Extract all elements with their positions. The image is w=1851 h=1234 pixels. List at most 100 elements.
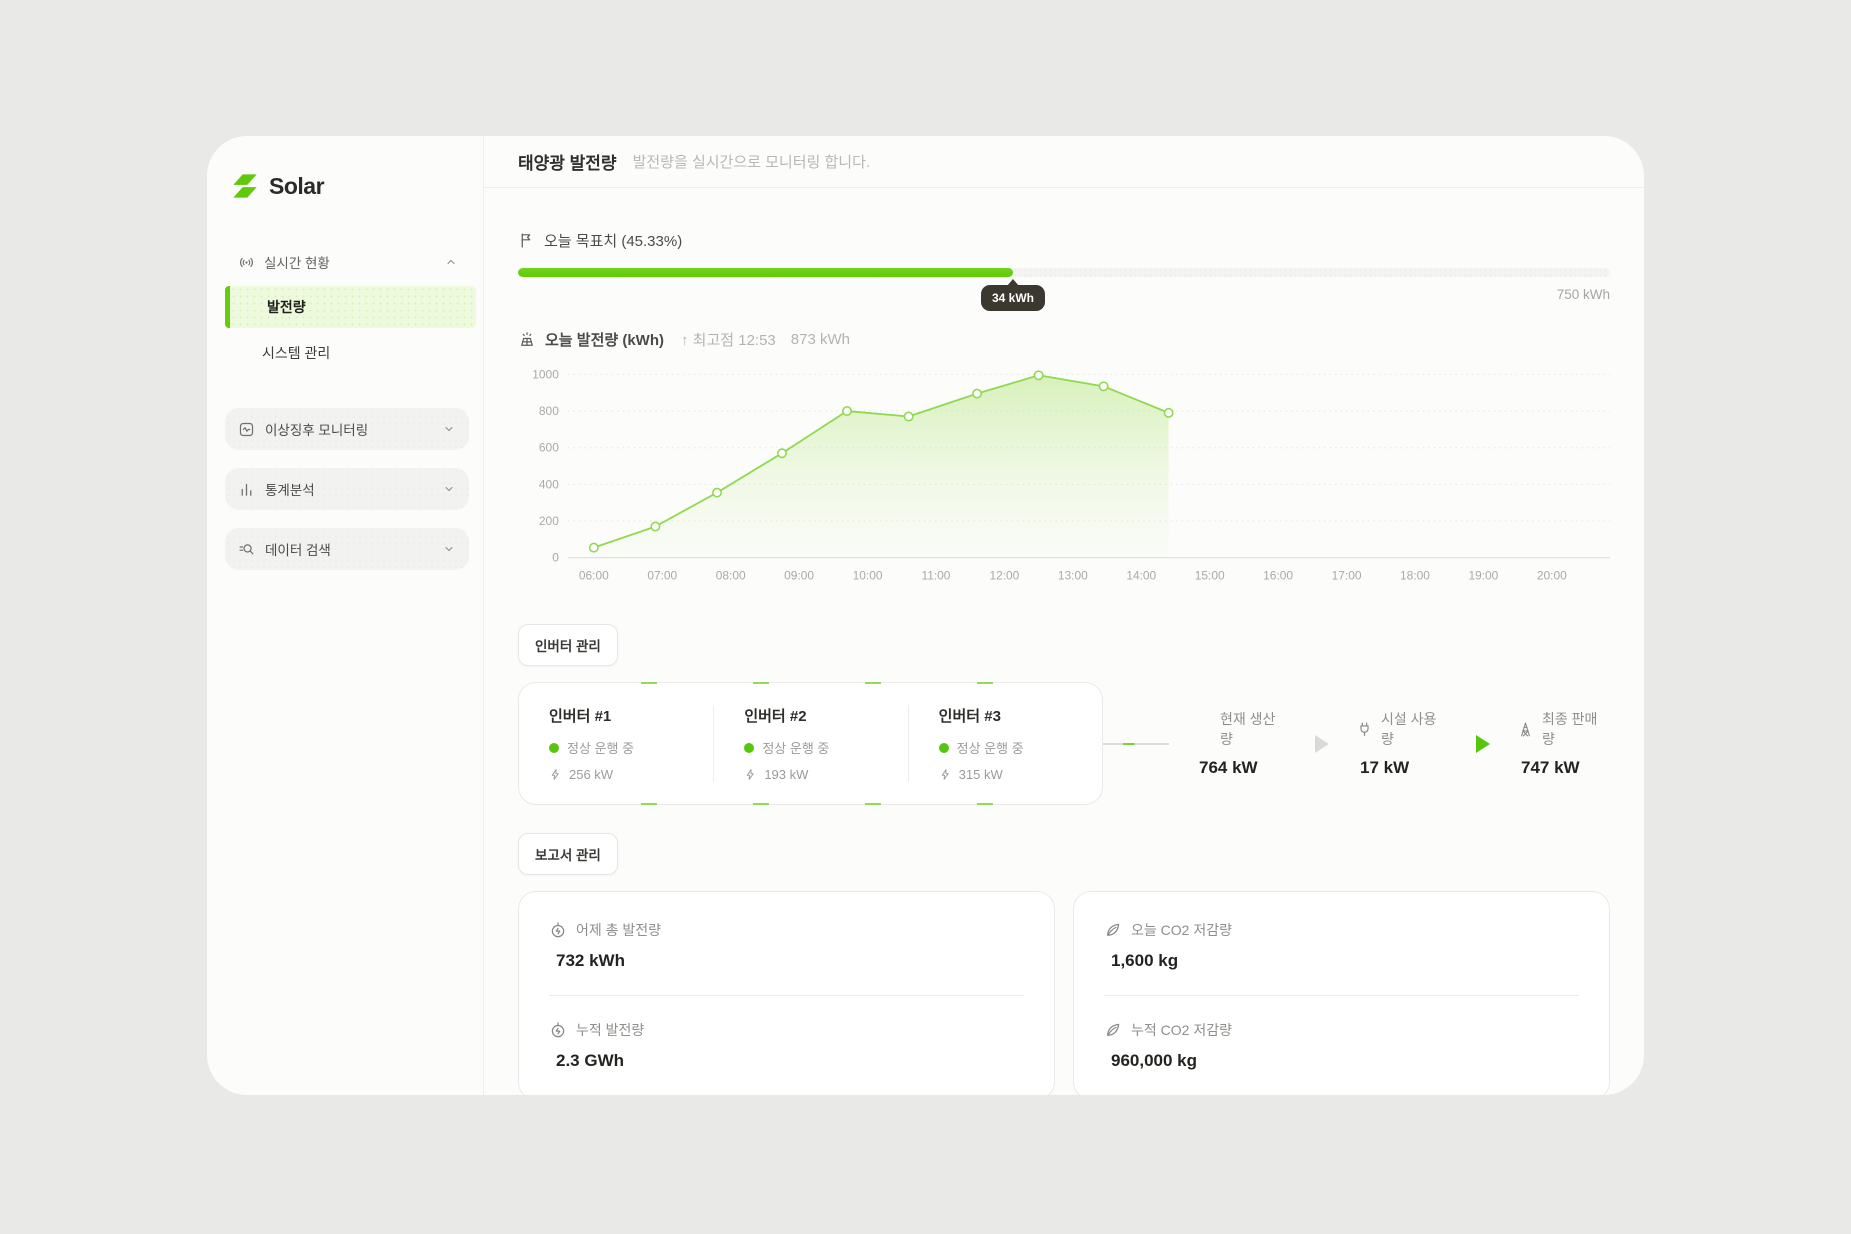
report-label: 누적 CO2 저감량 [1131,1022,1232,1038]
inverter-3[interactable]: 인버터 #3 정상 운행 중 315 kW [907,705,1102,782]
svg-text:08:00: 08:00 [716,569,746,583]
svg-text:11:00: 11:00 [921,569,950,583]
inverter-status: 정상 운행 중 [567,741,635,756]
flow-value: 17 kW [1360,758,1410,777]
sidebar-group-anomaly-monitoring[interactable]: 이상징후 모니터링 [225,408,469,450]
sidebar: Solar 실시간 현황 발전량 시스템 관리 [207,136,484,1095]
report-row: 어제 총 발전량 732 kWh 누적 발전량 2.3 GWh [518,891,1610,1095]
sidebar-group-label: 통계분석 [265,483,315,498]
svg-text:800: 800 [539,404,559,418]
bolt-logo-icon [233,174,257,198]
svg-text:18:00: 18:00 [1400,569,1430,583]
flow-label: 현재 생산량 [1220,711,1276,747]
flow-stat-production: 현재 생산량 764 kW [1195,709,1288,778]
card-accent-dashes [545,803,1076,805]
chevron-down-icon [445,487,453,492]
app-window: Solar 실시간 현황 발전량 시스템 관리 [207,136,1644,1095]
inverter-card: 인버터 #1 정상 운행 중 256 kW 인버터 #2 정상 운행 중 193… [518,682,1103,805]
flag-icon [521,233,531,248]
report-manage-button[interactable]: 보고서 관리 [518,833,618,875]
inverter-name: 인버터 #2 [744,708,807,725]
leaf-icon [1107,923,1120,936]
sidebar-group-label: 실시간 현황 [264,256,330,271]
inverter-status: 정상 운행 중 [956,741,1024,756]
pulse-monitor-icon [239,422,254,436]
search-list-icon [239,543,254,554]
inverter-row: 인버터 #1 정상 운행 중 256 kW 인버터 #2 정상 운행 중 193… [518,682,1610,805]
inverter-power: 315 kW [958,767,1003,782]
svg-text:10:00: 10:00 [853,569,883,583]
peak-label: 최고점 12:53 [692,332,776,349]
co2-report-card: 오늘 CO2 저감량 1,600 kg 누적 CO2 저감량 960,000 k… [1073,891,1610,1095]
inverter-power: 193 kW [764,767,809,782]
card-accent-dashes [545,682,1076,684]
status-dot [938,742,949,753]
report-value: 732 kWh [556,951,625,970]
page-subtitle: 발전량을 실시간으로 모니터링 합니다. [632,154,871,171]
charger-plug-icon [551,1022,565,1038]
inverter-manage-button[interactable]: 인버터 관리 [518,624,618,666]
goal-progress: 34 kWh 750 kWh [518,268,1610,311]
chart-header: 오늘 발전량 (kWh) ↑ 최고점 12:53 873 kWh [518,329,1610,350]
transmission-tower-icon [1521,722,1530,736]
page-header: 태양광 발전량 발전량을 실시간으로 모니터링 합니다. [484,136,1644,188]
sidebar-group-label: 이상징후 모니터링 [265,423,369,438]
flow-value: 764 kW [1199,758,1258,777]
svg-text:20:00: 20:00 [1537,569,1567,583]
flow-label: 시설 사용량 [1381,711,1437,747]
live-signal-icon [240,257,253,267]
generation-chart-svg: 0 200 400 600 800 1000 06:00 07:00 08:00 09:00 10:… [532,367,1610,583]
divider [549,995,1024,996]
goal-label: 오늘 목표치 (45.33%) [544,233,683,250]
svg-text:16:00: 16:00 [1263,569,1293,583]
goal-section-label: 오늘 목표치 (45.33%) [518,230,1610,251]
peak-value: 873 kWh [790,331,850,348]
svg-text:14:00: 14:00 [1126,569,1156,583]
sidebar-item-system-management[interactable]: 시스템 관리 [207,332,483,374]
progress-track [518,268,1610,277]
report-value: 2.3 GWh [556,1051,625,1070]
flow-arrow-green-icon [1476,734,1490,753]
svg-text:12:00: 12:00 [989,569,1019,583]
svg-text:19:00: 19:00 [1468,569,1498,583]
svg-text:0: 0 [552,551,559,565]
status-dot [549,742,559,753]
report-value: 960,000 kg [1111,1051,1198,1070]
inverter-2[interactable]: 인버터 #2 정상 운행 중 193 kW [713,705,907,782]
sidebar-item-generation[interactable]: 발전량 [225,286,476,328]
chart-title: 오늘 발전량 (kWh) [545,332,664,349]
chevron-down-icon [445,547,453,552]
flow-arrow-grey-icon [1315,734,1329,753]
solar-panel-icon [521,331,533,346]
sidebar-group-data-search[interactable]: 데이터 검색 [225,528,469,570]
svg-text:07:00: 07:00 [647,569,677,583]
power-bolt-icon [747,769,755,780]
sidebar-group-statistics[interactable]: 통계분석 [225,468,469,510]
svg-text:13:00: 13:00 [1058,569,1088,583]
report-label: 오늘 CO2 저감량 [1131,922,1232,938]
generation-report-card: 어제 총 발전량 732 kWh 누적 발전량 2.3 GWh [518,891,1055,1095]
inverter-1[interactable]: 인버터 #1 정상 운행 중 256 kW [519,705,713,782]
power-bolt-icon [941,769,949,780]
arrow-up-icon: ↑ [681,332,689,349]
energy-flow: 현재 생산량 764 kW 시설 사용량 17 [1195,709,1610,778]
flow-connector-line [1103,742,1169,745]
sidebar-item-label: 발전량 [267,299,306,315]
svg-text:400: 400 [539,477,559,491]
inverter-name: 인버터 #3 [938,708,1001,725]
page-title: 태양광 발전량 [518,154,617,173]
flow-label: 최종 판매량 [1542,711,1598,747]
flow-stat-facility-usage: 시설 사용량 17 kW [1356,709,1449,778]
flow-stat-final-sales: 최종 판매량 747 kW [1517,709,1610,778]
brand-name: Solar [269,172,325,199]
inverter-name: 인버터 #1 [549,708,612,725]
chevron-down-icon [445,427,453,432]
divider [1104,995,1579,996]
plug-icon [1360,722,1369,736]
svg-text:15:00: 15:00 [1195,569,1225,583]
svg-text:17:00: 17:00 [1332,569,1362,583]
report-label: 어제 총 발전량 [576,922,662,938]
main-panel: 태양광 발전량 발전량을 실시간으로 모니터링 합니다. 오늘 목표치 (45.… [484,136,1644,1095]
peak-annotation: ↑ 최고점 12:53 [681,329,776,350]
sidebar-group-realtime[interactable]: 실시간 현황 [207,252,483,272]
